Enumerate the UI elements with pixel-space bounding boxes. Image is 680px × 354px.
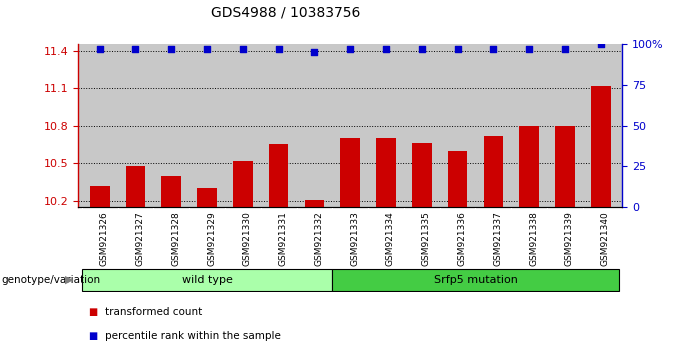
Point — [524, 46, 534, 52]
Point — [560, 46, 571, 52]
Text: genotype/variation: genotype/variation — [1, 275, 101, 285]
Bar — [483, 136, 503, 207]
Bar — [126, 166, 146, 207]
Text: GSM921339: GSM921339 — [565, 211, 574, 266]
Point — [309, 50, 320, 55]
Point — [381, 46, 392, 52]
Text: GSM921332: GSM921332 — [314, 211, 324, 266]
Text: GSM921328: GSM921328 — [171, 211, 180, 266]
Bar — [447, 151, 467, 207]
Text: GSM921338: GSM921338 — [529, 211, 538, 266]
Text: GSM921326: GSM921326 — [100, 211, 109, 266]
Text: GSM921331: GSM921331 — [279, 211, 288, 266]
Text: ▶: ▶ — [65, 275, 73, 285]
Point — [201, 46, 212, 52]
Text: GSM921329: GSM921329 — [207, 211, 216, 266]
Point — [237, 46, 248, 52]
Point — [595, 41, 606, 47]
Text: GSM921335: GSM921335 — [422, 211, 430, 266]
Bar — [591, 86, 611, 207]
Text: ■: ■ — [88, 307, 98, 316]
Text: GSM921340: GSM921340 — [600, 211, 610, 266]
Point — [95, 46, 105, 52]
Text: ■: ■ — [88, 331, 98, 341]
Point — [273, 46, 284, 52]
Bar — [90, 186, 109, 207]
Bar — [341, 138, 360, 207]
Bar — [233, 161, 253, 207]
Bar — [82, 269, 333, 291]
Text: transformed count: transformed count — [105, 307, 203, 316]
Bar — [305, 200, 324, 207]
Point — [488, 46, 499, 52]
Point — [345, 46, 356, 52]
Point — [166, 46, 177, 52]
Text: GSM921327: GSM921327 — [135, 211, 144, 266]
Bar — [269, 144, 288, 207]
Bar — [520, 126, 539, 207]
Point — [416, 46, 427, 52]
Text: Srfp5 mutation: Srfp5 mutation — [434, 275, 517, 285]
Bar — [412, 143, 432, 207]
Text: GSM921330: GSM921330 — [243, 211, 252, 266]
Bar — [555, 126, 575, 207]
Text: GSM921336: GSM921336 — [458, 211, 466, 266]
Text: GSM921334: GSM921334 — [386, 211, 395, 266]
Text: percentile rank within the sample: percentile rank within the sample — [105, 331, 282, 341]
Point — [452, 46, 463, 52]
Point — [130, 46, 141, 52]
Bar — [197, 188, 217, 207]
Bar — [161, 176, 181, 207]
Bar — [333, 269, 619, 291]
Text: GSM921337: GSM921337 — [494, 211, 503, 266]
Text: wild type: wild type — [182, 275, 233, 285]
Text: GSM921333: GSM921333 — [350, 211, 359, 266]
Text: GDS4988 / 10383756: GDS4988 / 10383756 — [211, 5, 360, 19]
Bar — [376, 138, 396, 207]
